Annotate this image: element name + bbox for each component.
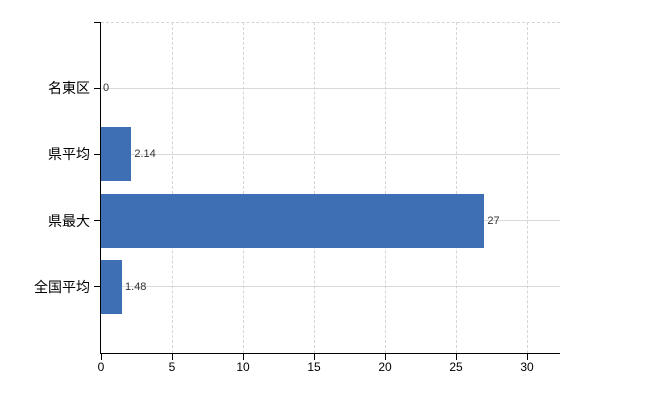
y-axis-tick	[94, 153, 101, 155]
x-tick-label: 25	[449, 360, 463, 374]
vertical-gridline	[313, 22, 315, 353]
x-axis-tick	[455, 354, 457, 360]
vertical-gridline	[526, 22, 528, 353]
x-axis	[100, 353, 560, 354]
y-axis-tick	[94, 220, 101, 222]
category-label: 県最大	[48, 212, 90, 229]
horizontal-gridline	[101, 21, 560, 23]
x-axis-tick	[242, 354, 244, 360]
x-axis-tick	[526, 354, 528, 360]
vertical-gridline	[242, 22, 244, 353]
vertical-gridline	[455, 22, 457, 353]
category-label: 県平均	[48, 146, 90, 163]
bar	[101, 127, 132, 182]
y-axis-tick	[94, 286, 101, 288]
value-label: 2.14	[134, 148, 156, 161]
vertical-gridline	[384, 22, 386, 353]
x-axis-tick	[100, 354, 102, 360]
value-label: 27	[487, 214, 500, 227]
x-axis-tick	[313, 354, 315, 360]
x-axis-tick	[171, 354, 173, 360]
bar	[101, 193, 485, 248]
x-tick-label: 10	[236, 360, 250, 374]
value-label: 0	[103, 82, 110, 95]
x-tick-label: 30	[520, 360, 534, 374]
y-axis-tick	[94, 21, 101, 23]
y-axis-tick	[94, 87, 101, 89]
category-label: 全国平均	[34, 278, 90, 295]
x-tick-label: 20	[378, 360, 392, 374]
x-tick-label: 15	[307, 360, 321, 374]
horizontal-gridline	[101, 286, 560, 288]
horizontal-gridline	[101, 153, 560, 155]
horizontal-gridline	[101, 87, 560, 89]
x-tick-label: 5	[168, 360, 176, 374]
vertical-gridline	[171, 22, 173, 353]
x-axis-tick	[384, 354, 386, 360]
x-tick-label: 0	[97, 360, 105, 374]
bar	[101, 259, 123, 314]
value-label: 1.48	[125, 280, 147, 293]
category-label: 名東区	[48, 80, 90, 97]
y-axis	[100, 22, 101, 353]
